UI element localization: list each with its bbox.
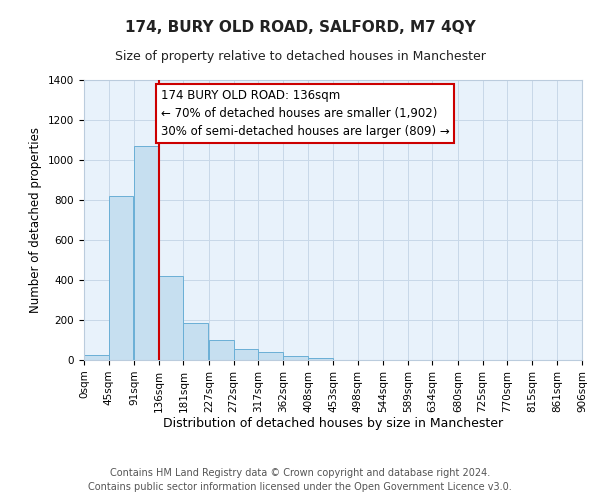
Bar <box>84 355 109 360</box>
Bar <box>283 356 308 360</box>
Text: 174 BURY OLD ROAD: 136sqm
← 70% of detached houses are smaller (1,902)
30% of se: 174 BURY OLD ROAD: 136sqm ← 70% of detac… <box>161 89 450 138</box>
Bar <box>308 358 333 360</box>
Bar <box>258 352 283 360</box>
Text: 174, BURY OLD ROAD, SALFORD, M7 4QY: 174, BURY OLD ROAD, SALFORD, M7 4QY <box>125 20 475 35</box>
Bar <box>134 146 159 360</box>
Bar <box>184 323 208 360</box>
Text: Size of property relative to detached houses in Manchester: Size of property relative to detached ho… <box>115 50 485 63</box>
Bar <box>209 340 233 360</box>
X-axis label: Distribution of detached houses by size in Manchester: Distribution of detached houses by size … <box>163 418 503 430</box>
Bar <box>159 276 184 360</box>
Text: Contains public sector information licensed under the Open Government Licence v3: Contains public sector information licen… <box>88 482 512 492</box>
Bar <box>233 349 258 360</box>
Text: Contains HM Land Registry data © Crown copyright and database right 2024.: Contains HM Land Registry data © Crown c… <box>110 468 490 477</box>
Bar <box>109 196 133 360</box>
Y-axis label: Number of detached properties: Number of detached properties <box>29 127 43 313</box>
